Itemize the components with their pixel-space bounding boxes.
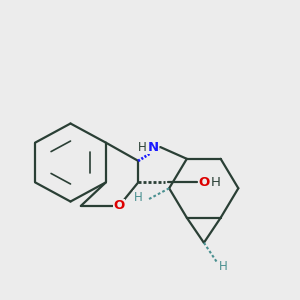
Text: H: H: [210, 176, 220, 189]
Text: H: H: [138, 141, 147, 154]
Text: H: H: [134, 190, 142, 204]
Text: O: O: [113, 200, 125, 212]
Text: O: O: [199, 176, 210, 189]
Text: H: H: [219, 260, 228, 273]
Text: N: N: [148, 141, 159, 154]
